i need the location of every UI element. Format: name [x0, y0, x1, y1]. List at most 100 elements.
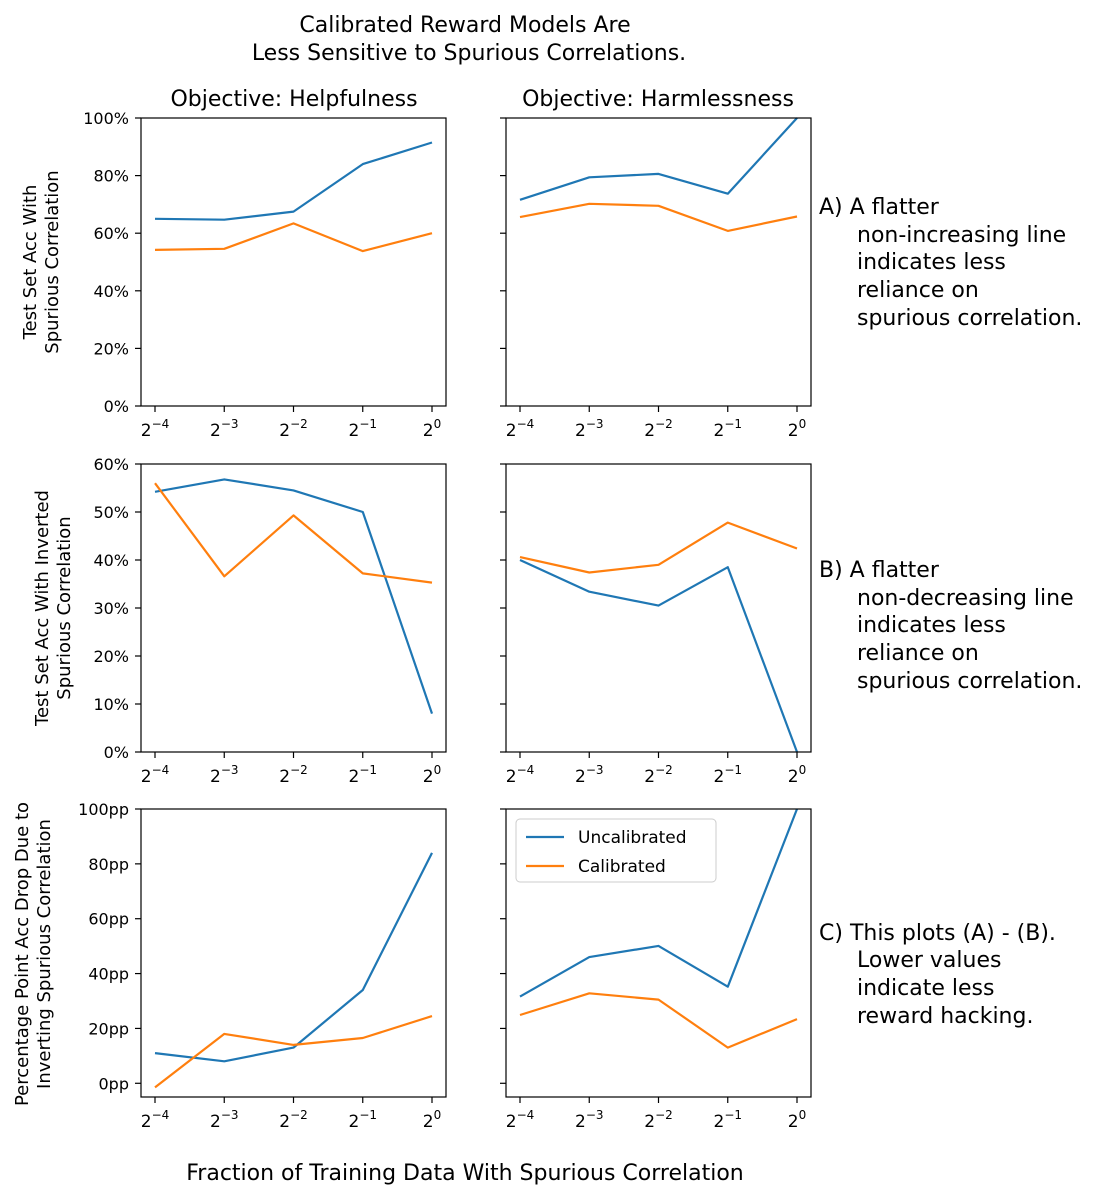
row2-ylabel-line1: Test Set Acc With Inverted	[32, 490, 53, 727]
plot-frame	[505, 808, 812, 1098]
x-tick-label: 2−3	[210, 763, 239, 787]
x-tick-label: 2−4	[506, 1108, 535, 1132]
x-tick-label: 2−4	[506, 417, 535, 441]
panel-1-2: 2−4 2−3 2−2 2−1 20	[500, 117, 812, 441]
x-tick-label: 20	[788, 417, 806, 441]
plot-frame	[505, 117, 812, 407]
annotation-a-line3: indicates less	[857, 250, 1006, 275]
x-tick-label: 2−2	[279, 417, 308, 441]
x-tick-label: 2−3	[575, 763, 604, 787]
row1-ylabel-line2: Spurious Correlation	[42, 170, 63, 353]
x-tick-label: 2−1	[713, 763, 742, 787]
x-tick-label: 2−4	[506, 763, 535, 787]
x-tick-label: 20	[788, 1108, 806, 1132]
x-tick-label: 2−2	[644, 763, 673, 787]
series-line-uncalibrated	[154, 852, 433, 1063]
y-tick-label: 80%	[93, 167, 129, 186]
y-tick-label: 30%	[93, 599, 129, 618]
series-line-calibrated	[519, 202, 798, 232]
y-tick-label: 20%	[93, 647, 129, 666]
series-line-calibrated	[154, 1015, 433, 1089]
legend-label-calibrated: Calibrated	[578, 857, 666, 877]
x-tick-label: 2−3	[575, 1108, 604, 1132]
y-tick-label: 100pp	[78, 800, 129, 819]
y-tick-label: 20%	[93, 339, 129, 358]
series-line-calibrated	[519, 992, 798, 1049]
series-line-calibrated	[154, 482, 433, 584]
column-title-helpfulness: Objective: Helpfulness	[170, 87, 417, 112]
x-tick-label: 2−2	[644, 1108, 673, 1132]
panel-3-2: 2−4 2−3 2−2 2−1 20 Uncalibrated Calibrated	[500, 808, 812, 1132]
x-tick-label: 2−1	[348, 417, 377, 441]
y-tick-label: 0%	[104, 743, 129, 762]
row3-ylabel-line1: Percentage Point Acc Drop Due to	[12, 802, 33, 1106]
series-line-uncalibrated	[519, 808, 799, 998]
panel-1-1: 0% 20% 40% 60% 80% 100% 2−4 2−3 2−2 2−1 20	[83, 109, 447, 441]
x-tick-label: 2−4	[141, 1108, 170, 1132]
chart-panels: 0%20%40%60%80%100%2−4 2−3 2−2 2−1 20 2−4 2−3 2−…	[78, 109, 812, 1132]
y-tick-label: 40pp	[88, 965, 129, 984]
annotation-b-line5: spurious correlation.	[857, 669, 1082, 694]
x-tick-label: 2−3	[210, 1108, 239, 1132]
x-tick-label: 2−2	[644, 417, 673, 441]
y-tick-label: 0%	[104, 397, 129, 416]
y-tick-label: 40%	[93, 551, 129, 570]
x-axis-label: Fraction of Training Data With Spurious …	[186, 1161, 743, 1186]
y-tick-label: 10%	[93, 695, 129, 714]
series-line-uncalibrated	[154, 141, 433, 221]
annotation-a-line1: A) A flatter	[819, 195, 940, 220]
annotation-c-line3: indicate less	[857, 976, 994, 1001]
annotation-c-line2: Lower values	[857, 948, 1001, 973]
annotation-c-line4: reward hacking.	[857, 1004, 1033, 1029]
x-tick-label: 2−3	[210, 417, 239, 441]
series-line-uncalibrated	[519, 117, 798, 201]
row3-ylabel-line2: Inverting Spurious Correlation	[34, 819, 55, 1089]
x-tick-label: 2−4	[141, 763, 170, 787]
y-tick-label: 50%	[93, 503, 129, 522]
annotation-b-line4: reliance on	[857, 641, 979, 666]
column-title-harmlessness: Objective: Harmlessness	[522, 87, 794, 112]
panel-2-2: 2−4 2−3 2−2 2−1 20	[500, 463, 812, 787]
x-tick-label: 2−4	[141, 417, 170, 441]
x-tick-label: 20	[423, 1108, 441, 1132]
series-line-uncalibrated	[519, 558, 799, 753]
x-tick-label: 20	[788, 763, 806, 787]
annotation-a-line4: reliance on	[857, 278, 979, 303]
annotation-a-line5: spurious correlation.	[857, 306, 1082, 331]
row2-ylabel-line2: Spurious Correlation	[54, 516, 75, 699]
series-line-calibrated	[154, 222, 433, 253]
x-tick-label: 20	[423, 763, 441, 787]
panel-3-1: 0pp 20pp 40pp 60pp 80pp 100pp 2−4 2−3 2−2 2−1 20	[78, 800, 447, 1132]
figure-title-line2: Less Sensitive to Spurious Correlations.	[252, 41, 686, 66]
x-tick-label: 2−1	[348, 1108, 377, 1132]
y-tick-label: 20pp	[88, 1019, 129, 1038]
y-tick-label: 60%	[93, 455, 129, 474]
x-tick-label: 2−2	[279, 763, 308, 787]
annotation-b-line1: B) A flatter	[819, 558, 940, 583]
annotation-b-line2: non-decreasing line	[857, 586, 1074, 611]
x-tick-label: 2−1	[713, 1108, 742, 1132]
plot-frame	[140, 808, 447, 1098]
legend-label-uncalibrated: Uncalibrated	[578, 828, 687, 848]
x-tick-label: 2−2	[279, 1108, 308, 1132]
x-tick-label: 20	[423, 417, 441, 441]
x-tick-label: 2−1	[713, 417, 742, 441]
y-tick-label: 100%	[83, 109, 129, 128]
plot-frame	[140, 117, 447, 407]
x-tick-label: 2−3	[575, 417, 604, 441]
y-tick-label: 40%	[93, 282, 129, 301]
annotation-b-line3: indicates less	[857, 613, 1006, 638]
y-tick-label: 80pp	[88, 855, 129, 874]
y-tick-label: 60pp	[88, 910, 129, 929]
legend-box	[515, 818, 717, 883]
series-line-uncalibrated	[154, 478, 434, 714]
plot-frame	[140, 463, 447, 753]
plot-frame	[505, 463, 812, 753]
figure-title-line1: Calibrated Reward Models Are	[299, 13, 630, 38]
series-line-calibrated	[519, 521, 798, 574]
annotation-c-line1: C) This plots (A) - (B).	[819, 921, 1056, 946]
annotation-a-line2: non-increasing line	[857, 223, 1066, 248]
row1-ylabel-line1: Test Set Acc With	[20, 185, 41, 341]
panel-2-1: 0% 10% 20% 30% 40% 50% 60% 2−4 2−3 2−2 2−1 20	[93, 455, 447, 787]
